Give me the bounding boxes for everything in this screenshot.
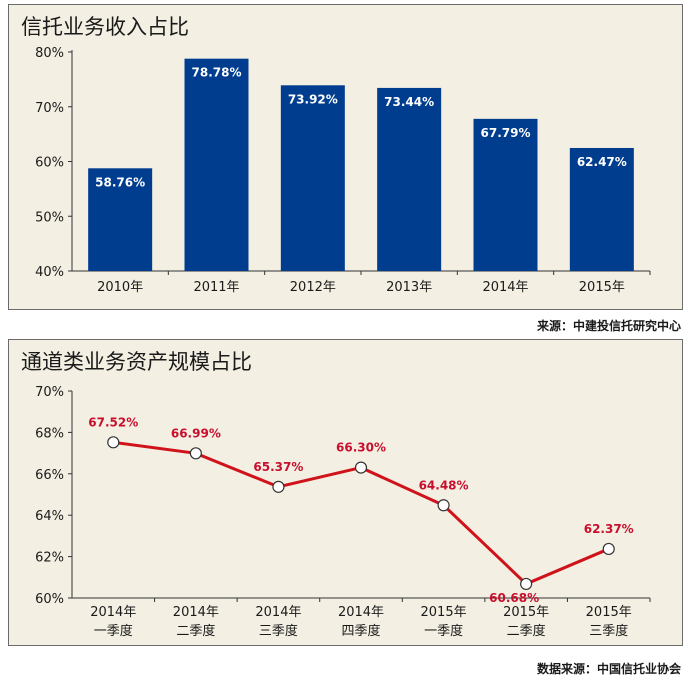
point-value-label: 62.37% bbox=[584, 522, 634, 536]
x-tick-label: 2011年 bbox=[193, 280, 239, 295]
y-tick-label: 80% bbox=[35, 46, 64, 61]
data-point bbox=[437, 499, 450, 512]
point-value-label: 67.52% bbox=[88, 415, 138, 429]
line-chart-panel: 通道类业务资产规模占比 bbox=[8, 339, 683, 646]
x-tick-label-year: 2014年 bbox=[255, 605, 301, 620]
y-tick-label: 50% bbox=[35, 210, 64, 225]
x-tick-label: 2010年 bbox=[97, 280, 143, 295]
data-point bbox=[189, 447, 202, 460]
x-tick-label-year: 2015年 bbox=[421, 605, 467, 620]
data-point bbox=[354, 461, 368, 474]
data-point bbox=[520, 577, 533, 591]
x-tick-label-year: 2014年 bbox=[90, 605, 136, 620]
y-tick-label: 60% bbox=[35, 592, 64, 607]
y-tick-label: 66% bbox=[35, 468, 64, 483]
y-tick-label: 70% bbox=[35, 385, 64, 400]
x-tick-label-year: 2015年 bbox=[586, 605, 632, 620]
y-tick-label: 64% bbox=[35, 509, 64, 524]
y-tick-label: 68% bbox=[35, 426, 64, 441]
bar-chart-title: 信托业务收入占比 bbox=[21, 15, 189, 39]
y-tick-label: 60% bbox=[35, 156, 64, 171]
x-tick-label-quarter: 二季度 bbox=[176, 623, 215, 639]
bar-value-label: 78.78% bbox=[192, 66, 242, 80]
bar bbox=[280, 85, 345, 272]
bar bbox=[184, 58, 249, 271]
point-value-label: 65.37% bbox=[253, 460, 303, 474]
point-value-label: 64.48% bbox=[419, 478, 469, 492]
point-value-label: 66.99% bbox=[171, 426, 221, 440]
bar-value-label: 62.47% bbox=[577, 155, 627, 169]
bar bbox=[473, 118, 538, 271]
y-tick-label: 40% bbox=[35, 265, 64, 280]
bar-value-label: 73.44% bbox=[384, 95, 434, 109]
y-tick-label: 70% bbox=[35, 101, 64, 116]
x-tick-label: 2013年 bbox=[386, 280, 432, 295]
bar-chart-source: 来源：中建投信托研究中心 bbox=[536, 319, 681, 333]
x-tick-label: 2015年 bbox=[579, 280, 625, 295]
bar bbox=[569, 147, 634, 271]
bar-value-label: 67.79% bbox=[481, 126, 531, 140]
data-point bbox=[602, 542, 615, 556]
bar bbox=[377, 87, 442, 271]
x-tick-label-quarter: 三季度 bbox=[589, 623, 628, 639]
x-tick-label-year: 2014年 bbox=[338, 605, 384, 620]
line-chart-source: 数据来源：中国信托业协会 bbox=[536, 662, 681, 676]
x-tick-label-quarter: 一季度 bbox=[424, 623, 463, 639]
bar bbox=[88, 168, 153, 271]
bar-value-label: 58.76% bbox=[95, 175, 145, 189]
x-tick-label-quarter: 二季度 bbox=[507, 623, 546, 639]
x-tick-label: 2014年 bbox=[482, 280, 528, 295]
point-value-label: 60.68% bbox=[489, 591, 539, 605]
data-point bbox=[107, 436, 120, 449]
x-tick-label-quarter: 一季度 bbox=[94, 623, 133, 639]
x-tick-label-year: 2014年 bbox=[173, 605, 219, 620]
line-chart-title: 通道类业务资产规模占比 bbox=[21, 350, 252, 374]
x-tick-label-year: 2015年 bbox=[503, 605, 549, 620]
data-point bbox=[272, 480, 285, 493]
y-tick-label: 62% bbox=[35, 551, 64, 566]
x-tick-label: 2012年 bbox=[290, 280, 336, 295]
x-tick-label-quarter: 四季度 bbox=[341, 623, 380, 639]
point-value-label: 66.30% bbox=[336, 441, 386, 455]
bar-value-label: 73.92% bbox=[288, 92, 338, 106]
x-tick-label-quarter: 三季度 bbox=[259, 623, 298, 639]
